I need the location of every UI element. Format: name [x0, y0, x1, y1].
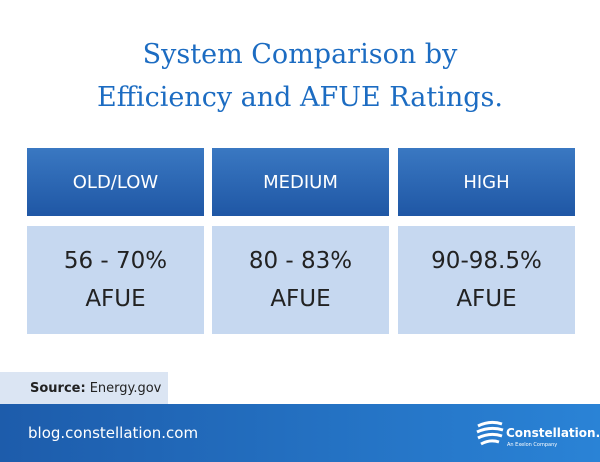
value-line: AFUE — [85, 286, 146, 312]
source-text: Energy.gov — [89, 380, 162, 396]
title-line: System Comparison by — [142, 39, 458, 70]
column-header: OLD/LOW — [27, 148, 204, 216]
logo-name: Constellation. — [506, 426, 600, 440]
value-cell: 80 - 83% AFUE — [212, 226, 389, 334]
column-header: HIGH — [398, 148, 575, 216]
value-line: 56 - 70% — [63, 248, 168, 274]
footer: blog.constellation.com Constellation. An… — [0, 404, 600, 462]
logo-tagline: An Exelon Company — [507, 442, 558, 448]
source-label: Source: — [30, 380, 86, 396]
value-line: 90-98.5% — [431, 248, 542, 274]
title-line: Efficiency and AFUE Ratings. — [97, 82, 503, 113]
value-cell: 56 - 70% AFUE — [27, 226, 204, 334]
logo-icon — [476, 420, 504, 446]
column-header: MEDIUM — [212, 148, 389, 216]
value-line: AFUE — [456, 286, 517, 312]
footer-url: blog.constellation.com — [28, 424, 199, 442]
value-line: 80 - 83% — [248, 248, 353, 274]
logo: Constellation. An Exelon Company — [476, 420, 600, 450]
source-box: Source: Energy.gov — [0, 372, 168, 404]
value-line: AFUE — [270, 286, 331, 312]
value-cell: 90-98.5% AFUE — [398, 226, 575, 334]
